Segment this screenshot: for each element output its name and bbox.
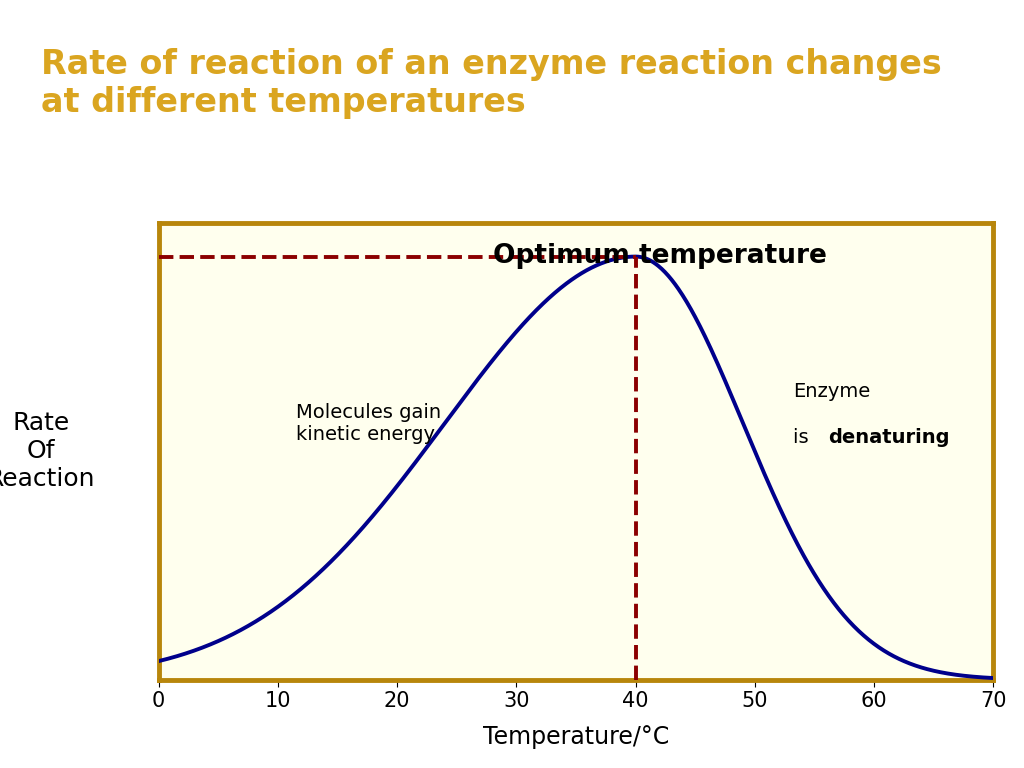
Text: Molecules gain
kinetic energy: Molecules gain kinetic energy [296,403,441,444]
Text: Rate
Of
Reaction: Rate Of Reaction [0,412,95,491]
Text: denaturing: denaturing [828,428,949,447]
X-axis label: Temperature/°C: Temperature/°C [483,725,669,750]
Text: Optimum temperature: Optimum temperature [493,243,826,270]
Text: is: is [793,428,815,447]
Text: Enzyme: Enzyme [793,382,870,402]
Text: Rate of reaction of an enzyme reaction changes
at different temperatures: Rate of reaction of an enzyme reaction c… [41,48,942,120]
